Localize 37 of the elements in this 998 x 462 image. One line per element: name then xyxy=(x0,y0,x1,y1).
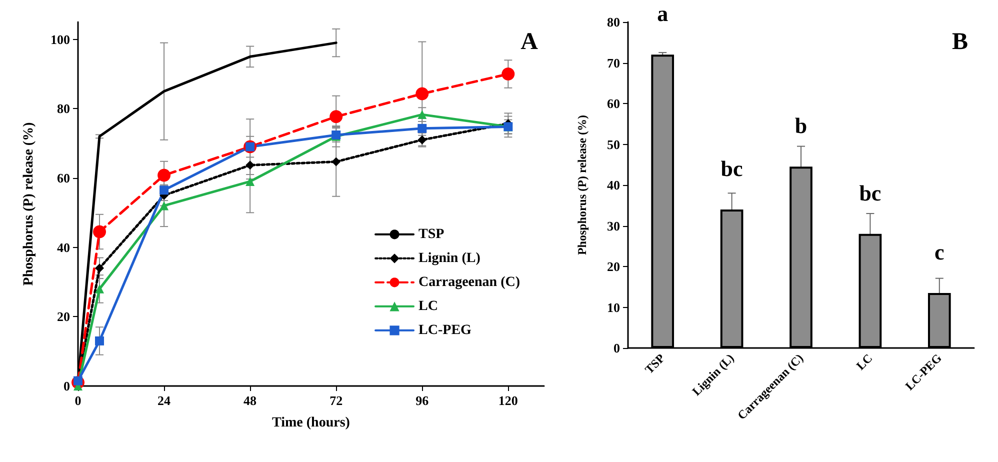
x-tick-label: 72 xyxy=(330,393,343,408)
x-tick-label: 120 xyxy=(498,393,518,408)
annotation: A xyxy=(520,29,539,55)
x-axis-title: Time (hours) xyxy=(272,416,350,430)
y-tick-label: 10 xyxy=(607,300,620,315)
x-tick-label: TSP xyxy=(642,351,668,376)
y-axis-title: Phosphorus (P) release (%) xyxy=(22,122,36,286)
y-tick-label: 40 xyxy=(607,178,620,192)
legend-label: LC-PEG xyxy=(418,322,472,338)
legend-label: Carrageenan (C) xyxy=(418,274,520,290)
data-label: c xyxy=(934,239,945,264)
y-tick-label: 20 xyxy=(57,309,70,324)
legend-label: Lignin (L) xyxy=(418,250,481,266)
y-tick-label: 100 xyxy=(50,32,70,47)
y-tick-label: 80 xyxy=(57,101,70,116)
data-label: b xyxy=(794,113,808,138)
y-tick-label: 20 xyxy=(607,259,620,274)
x-tick-label: 48 xyxy=(244,393,258,408)
y-tick-label: 80 xyxy=(607,14,620,30)
x-tick-label: 96 xyxy=(416,393,430,408)
y-tick-label: 50 xyxy=(607,136,620,152)
x-tick-label: LC xyxy=(853,351,876,373)
y-tick-label: 70 xyxy=(607,55,620,70)
legend-label: TSP xyxy=(418,226,445,242)
y-tick-label: 30 xyxy=(607,218,620,234)
annotation: B xyxy=(952,29,968,55)
y-tick-label: 60 xyxy=(57,170,70,186)
y-tick-label: 60 xyxy=(607,96,620,111)
data-label: bc xyxy=(859,180,882,206)
data-label: bc xyxy=(720,156,744,181)
legend-label: LC xyxy=(418,298,438,314)
y-tick-label: 40 xyxy=(57,240,70,255)
y-tick-label: 0 xyxy=(614,340,620,356)
data-label: a xyxy=(657,1,668,26)
x-tick-label: 0 xyxy=(74,393,82,408)
y-axis-title: Phosphorus (P) release (%) xyxy=(575,114,589,256)
x-tick-label: 24 xyxy=(158,393,172,408)
